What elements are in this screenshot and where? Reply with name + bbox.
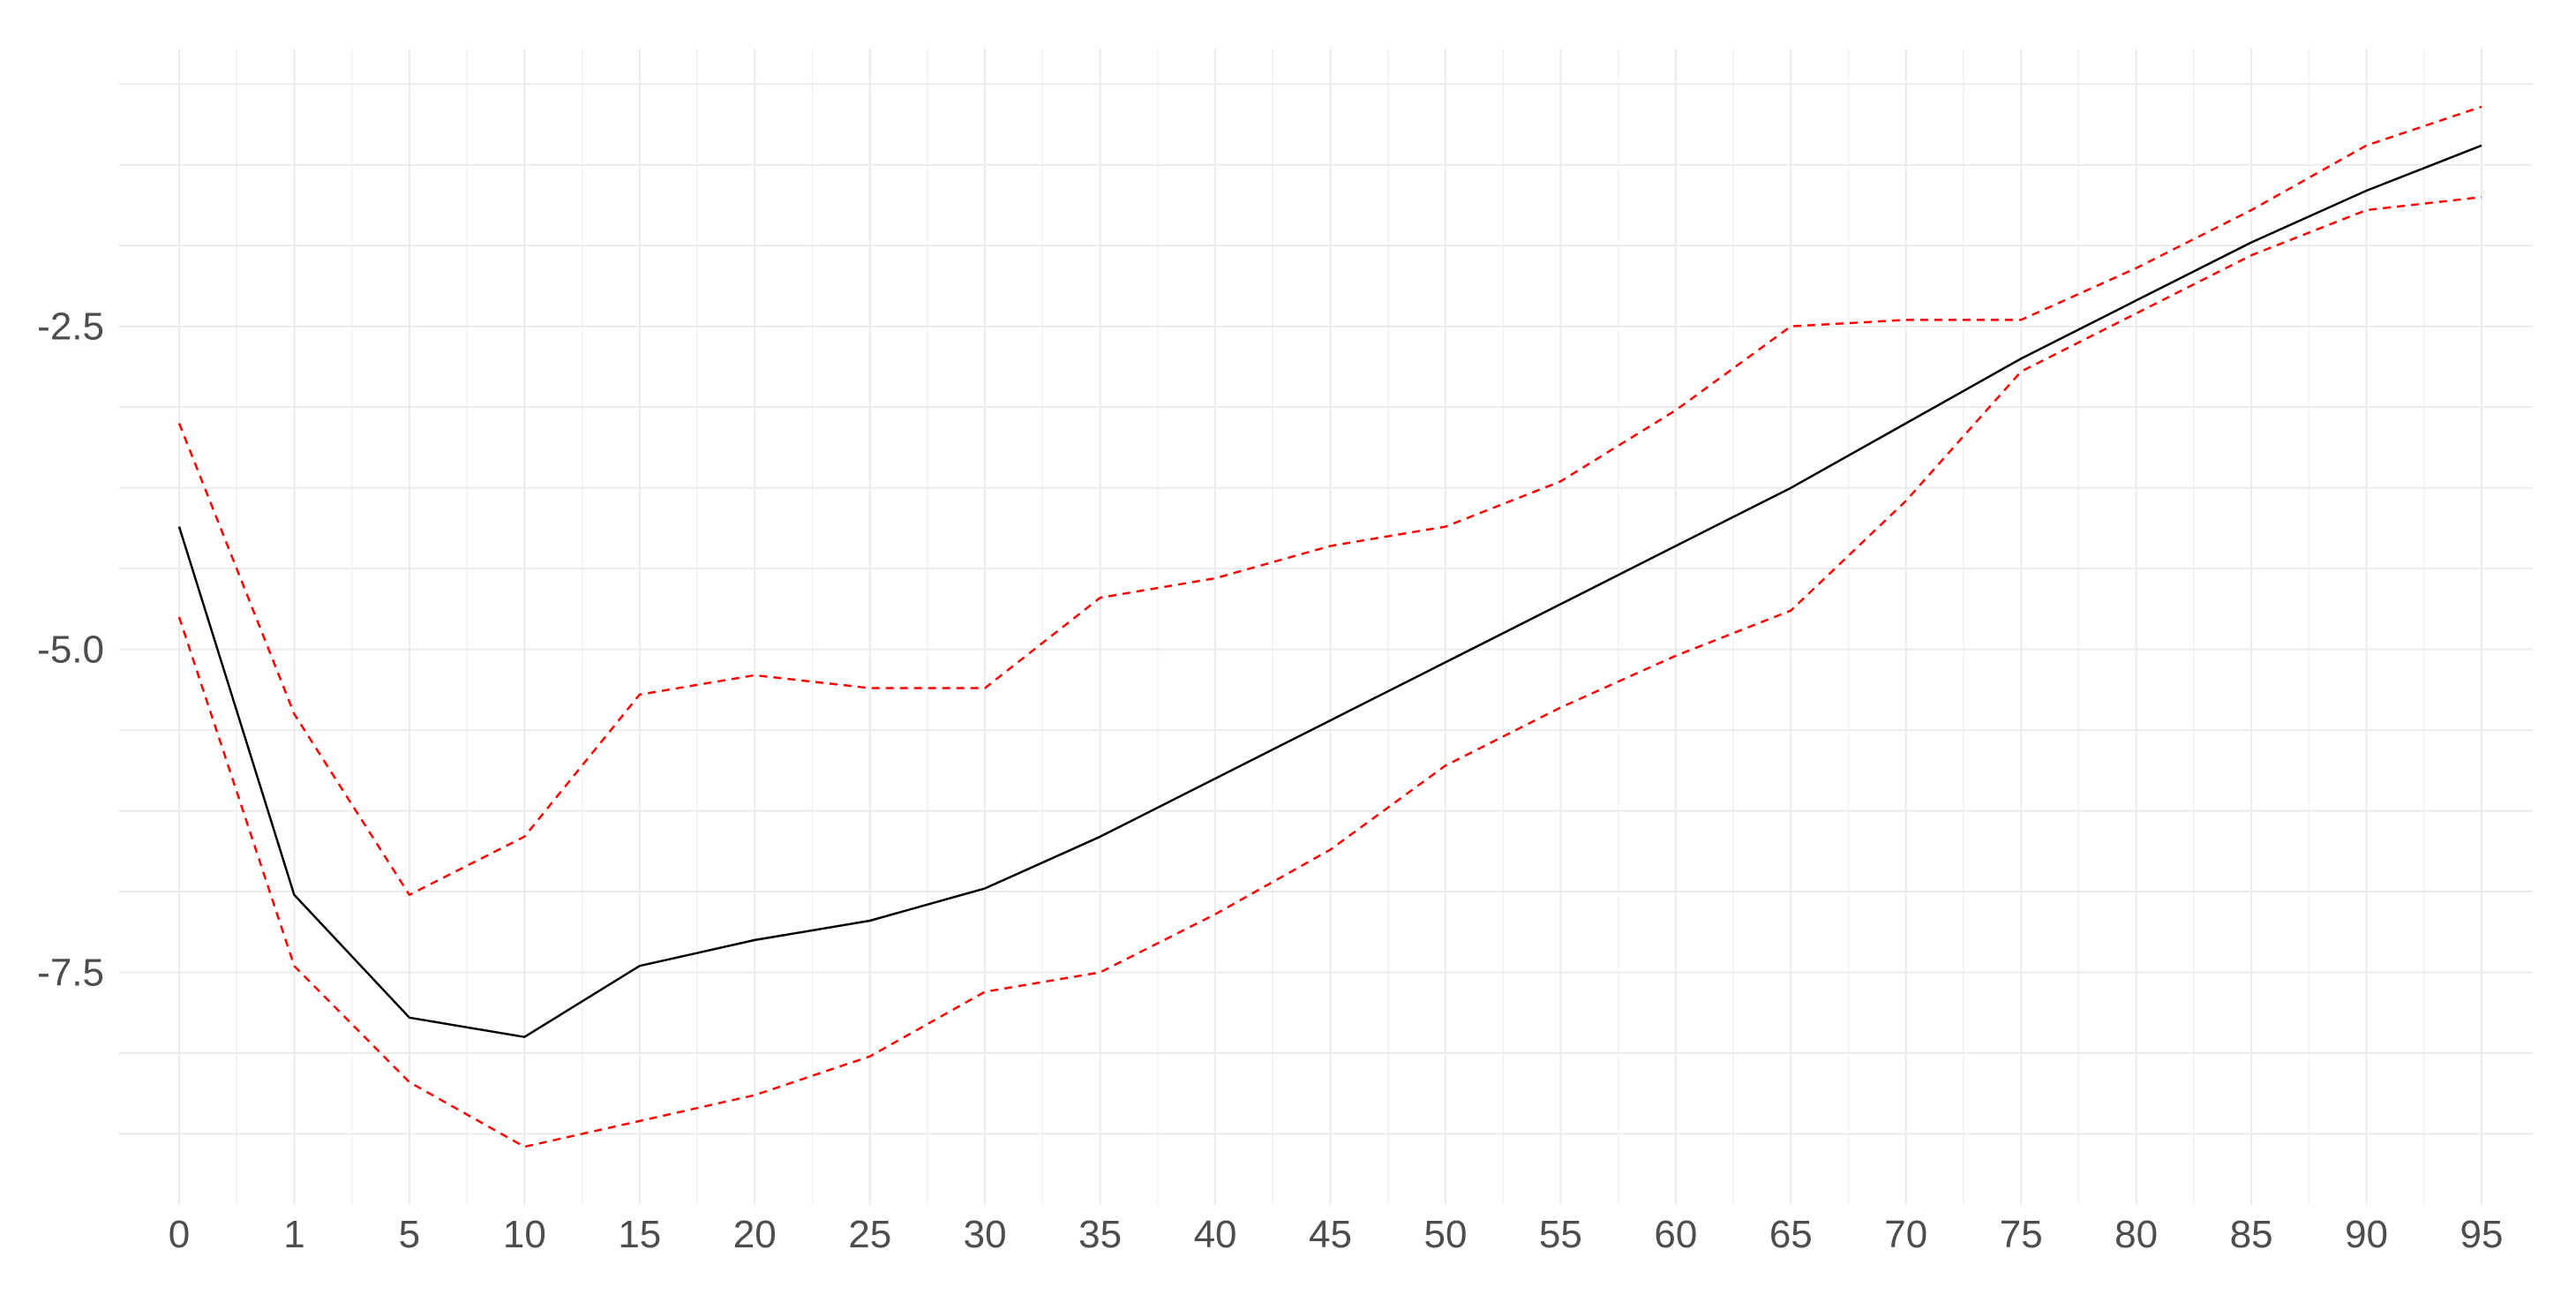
- y-tick-label: -7.5: [37, 952, 104, 995]
- series-line-upper: [177, 105, 2482, 896]
- x-tick-label: 95: [2460, 1213, 2504, 1256]
- x-tick-label: 15: [618, 1213, 661, 1256]
- x-tick-label: 55: [1539, 1213, 1582, 1256]
- x-tick-label: 40: [1194, 1213, 1237, 1256]
- y-axis-labels: -2.5 -5.0 -7.5: [37, 305, 104, 995]
- y-tick-label: -2.5: [37, 305, 104, 349]
- series-lines: [177, 105, 2482, 1148]
- x-tick-label: 1: [283, 1213, 304, 1256]
- x-tick-label: 60: [1654, 1213, 1697, 1256]
- x-tick-label: 90: [2345, 1213, 2388, 1256]
- x-tick-label: 45: [1309, 1213, 1352, 1256]
- series-line-lower: [177, 196, 2482, 1148]
- x-tick-label: 35: [1078, 1213, 1122, 1256]
- x-tick-label: 65: [1769, 1213, 1813, 1256]
- x-tick-label: 5: [399, 1213, 420, 1256]
- x-axis-labels: 0 1 5 10 15 20 25 30 35 40 45 50 55 60 65 70 75 80 85 90 95: [169, 1213, 2504, 1256]
- x-tick-label: 20: [733, 1213, 777, 1256]
- y-tick-label: -5.0: [37, 629, 104, 672]
- x-tick-label: 10: [503, 1213, 546, 1256]
- x-tick-label: 80: [2114, 1213, 2158, 1256]
- x-tick-label: 25: [848, 1213, 891, 1256]
- x-tick-label: 75: [2000, 1213, 2043, 1256]
- x-tick-label: 0: [169, 1213, 190, 1256]
- x-tick-label: 85: [2230, 1213, 2273, 1256]
- series-line-estimate: [177, 144, 2482, 1038]
- x-tick-label: 50: [1423, 1213, 1467, 1256]
- x-tick-label: 70: [1884, 1213, 1927, 1256]
- grid-lines: [119, 49, 2533, 1205]
- x-tick-label: 30: [964, 1213, 1007, 1256]
